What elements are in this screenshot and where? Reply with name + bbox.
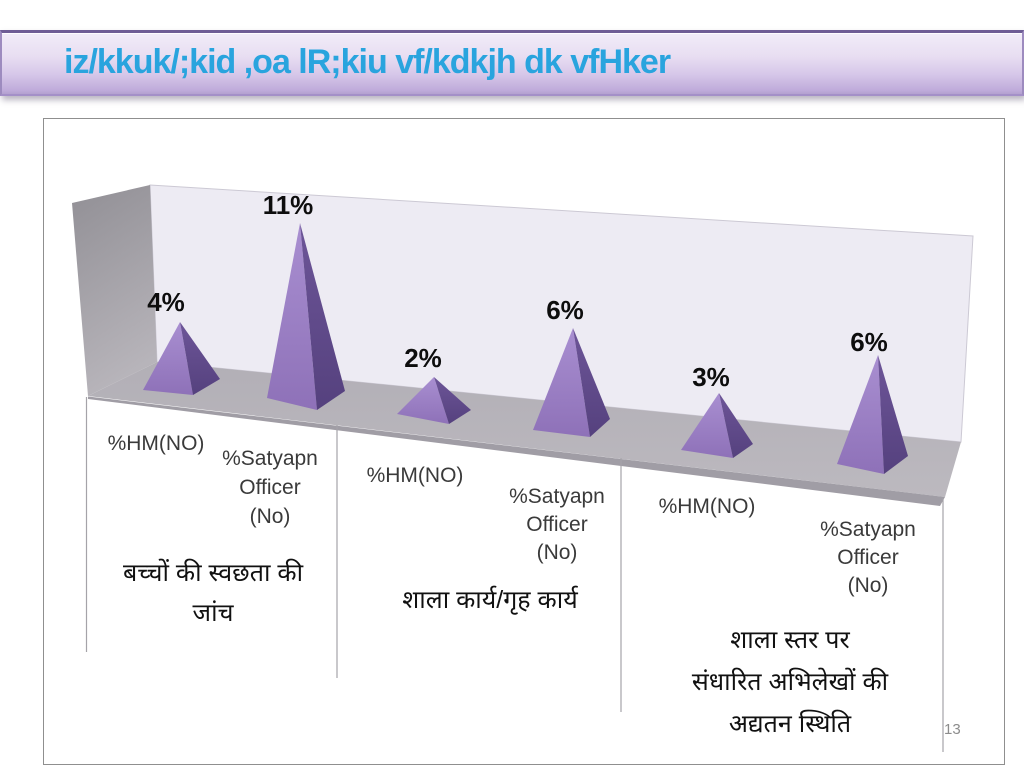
series-label-satyapn-3: Officer	[837, 546, 898, 569]
pyramid-left-face	[837, 355, 884, 474]
series-label-satyapn-3: (No)	[848, 574, 889, 597]
pyramid-satyapn-category1	[267, 223, 345, 410]
pyramid-left-face	[397, 377, 449, 424]
category-title-1: बच्चों की स्वछता की	[123, 558, 304, 587]
pyramid-right-face	[878, 355, 908, 474]
pyramid-right-face	[300, 223, 345, 410]
series-label-satyapn-1: (No)	[250, 505, 291, 528]
pyramid-right-face	[180, 322, 220, 395]
title-banner: iz/kkuk/;kid ,oa lR;kiu vf/kdkjh dk vfHk…	[0, 30, 1024, 96]
pyramid-left-face	[143, 322, 193, 395]
pyramid-hm-category3	[681, 393, 753, 458]
pyramid-right-face	[573, 328, 610, 437]
slide-title: iz/kkuk/;kid ,oa lR;kiu vf/kdkjh dk vfHk…	[64, 43, 671, 81]
pyramid-right-face	[434, 377, 471, 424]
series-label-satyapn-2: %Satyapn	[509, 485, 605, 508]
series-label-hm-2: %HM(NO)	[367, 464, 464, 487]
category-title-3: अद्यतन स्थिति	[729, 709, 852, 738]
category-title-3: संधारित अभिलेखों की	[692, 667, 889, 696]
pyramid-right-face	[719, 393, 753, 458]
pyramid-satyapn-category2	[533, 328, 610, 437]
category-title-1: जांच	[193, 599, 235, 627]
value-label: 2%	[404, 343, 442, 373]
value-label: 4%	[147, 287, 185, 317]
category-title-3: शाला स्तर पर	[730, 626, 850, 654]
page-number: 13	[944, 721, 961, 738]
pyramid-left-face	[267, 223, 317, 410]
pyramid-satyapn-category3	[837, 355, 908, 474]
value-label: 6%	[546, 295, 584, 325]
pyramid-hm-category1	[143, 322, 220, 395]
series-label-satyapn-2: (No)	[537, 541, 578, 564]
category-title-2: शाला कार्य/गृह कार्य	[402, 585, 578, 615]
series-label-satyapn-1: Officer	[239, 476, 300, 499]
pyramid-hm-category2	[397, 377, 471, 424]
pyramid-left-face	[533, 328, 590, 437]
series-label-satyapn-2: Officer	[526, 513, 587, 536]
value-label: 6%	[850, 327, 888, 357]
series-label-satyapn-3: %Satyapn	[820, 518, 916, 541]
chart-floor-front-edge	[88, 396, 945, 506]
chart-left-wall	[72, 185, 157, 396]
series-label-satyapn-1: %Satyapn	[222, 447, 318, 470]
value-label: 3%	[692, 362, 730, 392]
value-label: 11%	[263, 190, 314, 220]
series-label-hm-3: %HM(NO)	[659, 495, 756, 518]
series-label-hm-1: %HM(NO)	[108, 432, 205, 455]
pyramid-left-face	[681, 393, 733, 458]
